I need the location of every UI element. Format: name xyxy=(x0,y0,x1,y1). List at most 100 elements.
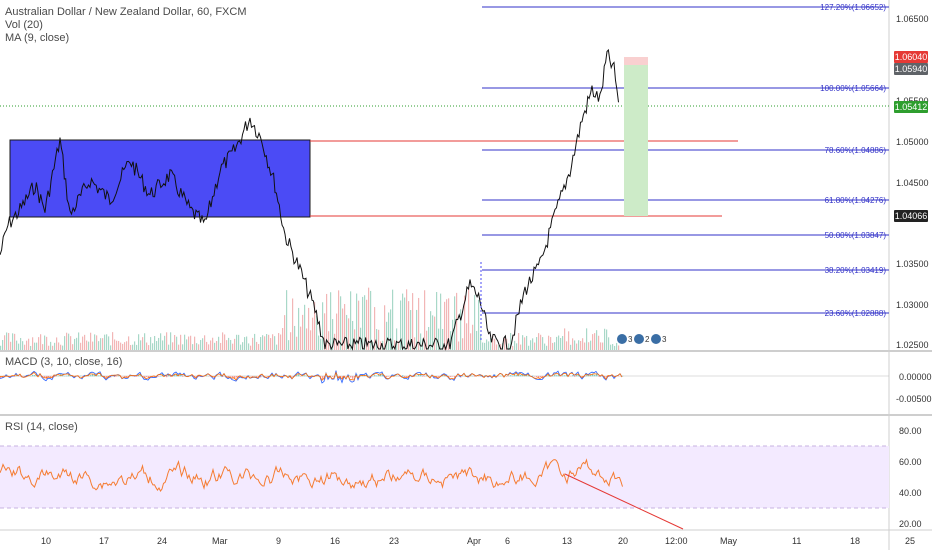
volume-bar xyxy=(368,287,370,350)
macd-histogram-bar xyxy=(404,376,406,378)
volume-bar xyxy=(536,337,538,350)
macd-histogram-bar xyxy=(506,376,508,377)
volume-bar xyxy=(578,340,580,350)
macd-histogram-bar xyxy=(300,376,302,377)
macd-histogram-bar xyxy=(428,375,430,377)
symbol-title[interactable]: Australian Dollar / New Zealand Dollar, … xyxy=(5,6,247,18)
rsi-title[interactable]: RSI (14, close) xyxy=(5,421,78,433)
volume-bar xyxy=(594,333,596,350)
time-axis-label: 17 xyxy=(99,536,109,546)
macd-histogram-bar xyxy=(136,376,138,377)
macd-histogram-bar xyxy=(144,376,146,379)
volume-bar xyxy=(222,332,224,350)
volume-bar xyxy=(468,288,470,350)
macd-signal-line[interactable] xyxy=(0,371,623,381)
macd-histogram-bar xyxy=(106,376,108,378)
volume-bar xyxy=(520,344,522,350)
macd-histogram-bar xyxy=(34,375,36,377)
volume-bar xyxy=(196,343,198,350)
volume-bar xyxy=(74,338,76,350)
range-box[interactable] xyxy=(9,139,311,218)
macd-histogram-bar xyxy=(154,376,156,378)
volume-bar xyxy=(154,336,156,350)
macd-histogram-bar xyxy=(564,375,566,377)
volume-bar xyxy=(10,341,12,350)
volume-bar xyxy=(116,340,118,350)
rsi-trendline[interactable] xyxy=(564,473,684,530)
time-axis-label: 11 xyxy=(792,536,801,546)
volume-bar xyxy=(292,298,294,350)
volume-bar xyxy=(426,330,428,350)
volume-legend[interactable]: Vol (20) xyxy=(5,19,43,31)
macd-histogram-bar xyxy=(66,375,68,377)
volume-bar xyxy=(250,345,252,350)
macd-histogram-bar xyxy=(288,375,290,377)
macd-axis-label: 0.00000 xyxy=(899,372,932,382)
time-axis[interactable]: 10 17 24 Mar 9 16 23 Apr 6 13 20 12:00 M… xyxy=(41,536,915,546)
volume-bar xyxy=(326,293,328,350)
volume-bar xyxy=(474,294,476,350)
macd-histogram-bar xyxy=(622,375,624,377)
calendar-event-icon[interactable] xyxy=(617,334,627,344)
volume-bar xyxy=(286,290,288,350)
macd-line[interactable] xyxy=(0,370,623,384)
calendar-event-icon[interactable] xyxy=(651,334,661,344)
macd-histogram-bar xyxy=(50,376,52,378)
volume-bar xyxy=(276,344,278,350)
macd-histogram-bar xyxy=(114,376,116,378)
volume-bar xyxy=(570,344,572,350)
macd-histogram-bar xyxy=(44,376,46,378)
ma-legend[interactable]: MA (9, close) xyxy=(5,32,70,44)
price-axis-label: 1.05000 xyxy=(896,137,929,147)
volume-bar xyxy=(404,297,406,350)
volume-bar xyxy=(104,334,106,350)
macd-histogram-bar xyxy=(528,374,530,377)
calendar-event-icon[interactable] xyxy=(634,334,644,344)
fibonacci-retracement[interactable]: 127.20%(1.06652) 100.00%(1.05664) 78.60%(1… xyxy=(482,3,889,318)
volume-bar xyxy=(274,336,276,350)
volume-bar xyxy=(328,331,330,350)
take-profit-zone[interactable] xyxy=(624,65,648,216)
volume-bar xyxy=(308,307,310,350)
volume-bar xyxy=(370,290,372,350)
price-candles[interactable] xyxy=(0,48,619,351)
event-badges[interactable]: 3 2 3 xyxy=(617,334,667,344)
volume-bar xyxy=(348,318,350,350)
volume-bar xyxy=(272,334,274,350)
volume-bar xyxy=(330,292,332,350)
volume-bar xyxy=(140,340,142,350)
rsi-line[interactable] xyxy=(0,458,623,492)
macd-histogram-bar xyxy=(548,374,550,377)
volume-bar xyxy=(118,340,120,350)
price-tag-stop: 1.06040 xyxy=(894,51,928,63)
volume-bar xyxy=(614,345,616,350)
macd-histogram-bar xyxy=(452,376,454,377)
macd-histogram-bar xyxy=(514,374,516,377)
fib-level-label: 38.20%(1.03419) xyxy=(825,266,887,275)
macd-histogram-bar xyxy=(304,375,306,377)
macd-histogram-bar xyxy=(234,376,236,379)
macd-histogram-bar xyxy=(378,374,380,377)
stop-loss-zone[interactable] xyxy=(624,57,648,65)
volume-bar xyxy=(458,341,460,350)
volume-bar xyxy=(68,333,70,350)
volume-bar xyxy=(96,335,98,350)
volume-bar xyxy=(588,342,590,350)
volume-bar xyxy=(544,343,546,350)
volume-bar xyxy=(612,344,614,350)
macd-histogram-bar xyxy=(512,375,514,377)
volume-bar xyxy=(344,304,346,350)
volume-bar xyxy=(616,342,618,350)
volume-bar xyxy=(168,344,170,350)
volume-bar xyxy=(374,307,376,350)
volume-bar xyxy=(332,319,334,350)
macd-histogram-bar xyxy=(434,376,436,378)
macd-histogram-bar xyxy=(424,376,426,377)
macd-histogram-bar xyxy=(298,374,300,377)
macd-histogram-bar xyxy=(526,375,528,377)
volume-bar xyxy=(444,301,446,350)
volume-bar xyxy=(230,339,232,350)
macd-title[interactable]: MACD (3, 10, close, 16) xyxy=(5,356,123,368)
volume-bar xyxy=(528,345,530,350)
